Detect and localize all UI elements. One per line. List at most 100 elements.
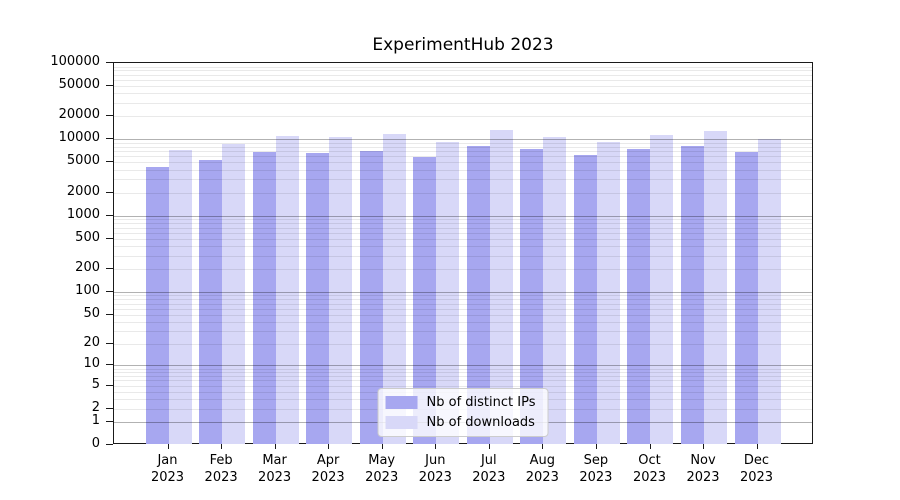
legend-swatch-downloads: [385, 416, 418, 429]
gridline-minor: [114, 169, 812, 171]
gridline-minor: [114, 385, 812, 387]
bar-distinct-ips-sep-2023: [573, 155, 597, 444]
legend-item: Nb of downloads: [385, 415, 536, 430]
gridline-minor: [114, 238, 812, 240]
gridline-minor: [114, 219, 812, 221]
y-tick: [106, 421, 113, 422]
gridline-minor: [114, 368, 812, 370]
x-tick-label: May 2023: [350, 452, 414, 486]
x-tick-label-year: 2023: [579, 470, 613, 485]
y-tick-label: 5: [91, 376, 100, 392]
gridline-major: [114, 139, 812, 141]
x-tick-label: Feb 2023: [189, 452, 253, 486]
y-tick-label: 200: [75, 260, 100, 275]
bar-downloads-jan-2023: [168, 149, 192, 444]
bar-distinct-ips-jul-2023: [466, 145, 490, 444]
gridline-minor: [114, 151, 812, 153]
bar-downloads-dec-2023: [757, 139, 781, 444]
x-tick-label: Oct 2023: [618, 452, 682, 486]
x-tick-label-month: Aug: [529, 453, 555, 468]
x-tick-label: Dec 2023: [725, 452, 789, 486]
bar-distinct-ips-feb-2023: [199, 160, 223, 444]
gridline-minor: [114, 142, 812, 144]
x-tick-label: Aug 2023: [510, 452, 574, 486]
gridline-minor: [114, 321, 812, 323]
x-tick-label-month: May: [368, 453, 396, 468]
y-tick: [106, 290, 113, 292]
x-tick-label-year: 2023: [525, 470, 559, 485]
x-tick-label: Sep 2023: [564, 452, 628, 486]
y-tick: [106, 138, 113, 140]
bar-downloads-mar-2023: [275, 136, 299, 444]
gridline-minor: [114, 299, 812, 301]
gridline-minor: [114, 303, 812, 305]
legend-label: Nb of downloads: [426, 415, 535, 430]
y-tick: [106, 214, 113, 216]
y-tick-label: 2000: [66, 183, 100, 199]
gridline-major: [114, 215, 812, 217]
bar-downloads-sep-2023: [596, 142, 620, 444]
bar-distinct-ips-jan-2023: [145, 167, 169, 444]
gridline-minor: [114, 344, 812, 345]
x-tick-label-year: 2023: [632, 470, 667, 485]
x-tick-label-year: 2023: [311, 470, 345, 485]
y-tick-label: 10: [83, 356, 100, 372]
gridline-minor: [114, 146, 812, 148]
legend: Nb of distinct IPs Nb of downloads: [377, 388, 549, 437]
x-tick-label-year: 2023: [686, 470, 720, 485]
gridline-major: [114, 365, 812, 367]
x-tick-label: Jan 2023: [136, 452, 200, 486]
bar-distinct-ips-oct-2023: [627, 149, 651, 444]
y-tick: [106, 444, 113, 445]
legend-label: Nb of distinct IPs: [426, 395, 536, 410]
x-tick-label: Jul 2023: [457, 452, 521, 486]
x-tick: [435, 444, 437, 449]
bar-downloads-aug-2023: [543, 137, 567, 444]
x-tick: [488, 444, 490, 449]
bar-distinct-ips-may-2023: [359, 150, 383, 444]
y-tick-label: 20: [83, 335, 100, 350]
bar-distinct-ips-jun-2023: [413, 156, 437, 444]
x-tick: [221, 444, 223, 449]
x-tick-label-month: Apr: [316, 453, 340, 468]
y-tick-label: 50: [83, 305, 100, 321]
gridline-minor: [114, 79, 812, 81]
gridline-minor: [114, 308, 812, 310]
gridline-minor: [114, 269, 812, 270]
gridline-minor: [114, 331, 812, 333]
x-tick-label-month: Jan: [157, 453, 178, 468]
y-tick: [106, 62, 113, 63]
bar-downloads-apr-2023: [329, 137, 353, 444]
x-tick: [595, 444, 597, 449]
x-tick-label-month: Feb: [209, 453, 233, 468]
x-tick-label-year: 2023: [150, 470, 185, 485]
bars-layer: [114, 63, 812, 444]
gridline-minor: [114, 372, 812, 374]
y-tick: [106, 343, 113, 344]
x-tick-label-year: 2023: [739, 470, 774, 485]
gridline-minor: [114, 74, 812, 76]
bar-downloads-feb-2023: [222, 144, 246, 444]
x-tick-label-month: Nov: [690, 453, 716, 468]
x-tick: [649, 444, 651, 449]
bar-downloads-may-2023: [382, 134, 406, 444]
gridline-major: [114, 291, 812, 293]
x-tick: [703, 444, 704, 449]
y-tick: [106, 364, 113, 366]
gridline-minor: [114, 232, 812, 234]
y-tick: [106, 191, 113, 193]
bar-downloads-oct-2023: [650, 135, 674, 444]
gridline-minor: [114, 116, 812, 118]
x-tick-label: Apr 2023: [296, 452, 360, 486]
gridlines-layer: [114, 63, 812, 443]
gridline-minor: [114, 246, 812, 248]
gridline-minor: [114, 156, 812, 158]
legend-item: Nb of distinct IPs: [385, 395, 536, 410]
x-tick-label-month: Sep: [583, 453, 609, 468]
gridline-minor: [114, 179, 812, 181]
y-tick-label: 2: [91, 399, 100, 415]
x-tick-label: Mar 2023: [243, 452, 307, 486]
x-tick-label-year: 2023: [204, 470, 238, 485]
bar-distinct-ips-apr-2023: [306, 153, 330, 444]
